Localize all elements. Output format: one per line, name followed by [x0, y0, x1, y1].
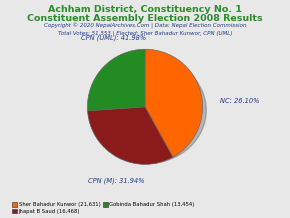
Text: Achham District, Constituency No. 1: Achham District, Constituency No. 1	[48, 5, 242, 14]
Text: NC: 26.10%: NC: 26.10%	[220, 98, 259, 104]
Wedge shape	[145, 49, 202, 157]
Text: Copyright © 2020 NepalArchives.Com | Data: Nepal Election Commission: Copyright © 2020 NepalArchives.Com | Dat…	[44, 23, 246, 29]
Wedge shape	[88, 107, 173, 164]
Legend: Sher Bahadur Kunwor (21,631), Jhapat B Saud (16,468), Gobinda Bahadur Shah (13,4: Sher Bahadur Kunwor (21,631), Jhapat B S…	[11, 202, 195, 214]
Ellipse shape	[88, 57, 206, 164]
Text: Total Votes: 51,553 | Elected: Sher Bahadur Kunwor, CPN (UML): Total Votes: 51,553 | Elected: Sher Baha…	[58, 31, 232, 36]
Text: CPN (M): 31.94%: CPN (M): 31.94%	[88, 177, 144, 184]
Wedge shape	[88, 49, 145, 111]
Text: Constituent Assembly Election 2008 Results: Constituent Assembly Election 2008 Resul…	[27, 14, 263, 23]
Text: CPN (UML): 41.98%: CPN (UML): 41.98%	[81, 34, 146, 41]
